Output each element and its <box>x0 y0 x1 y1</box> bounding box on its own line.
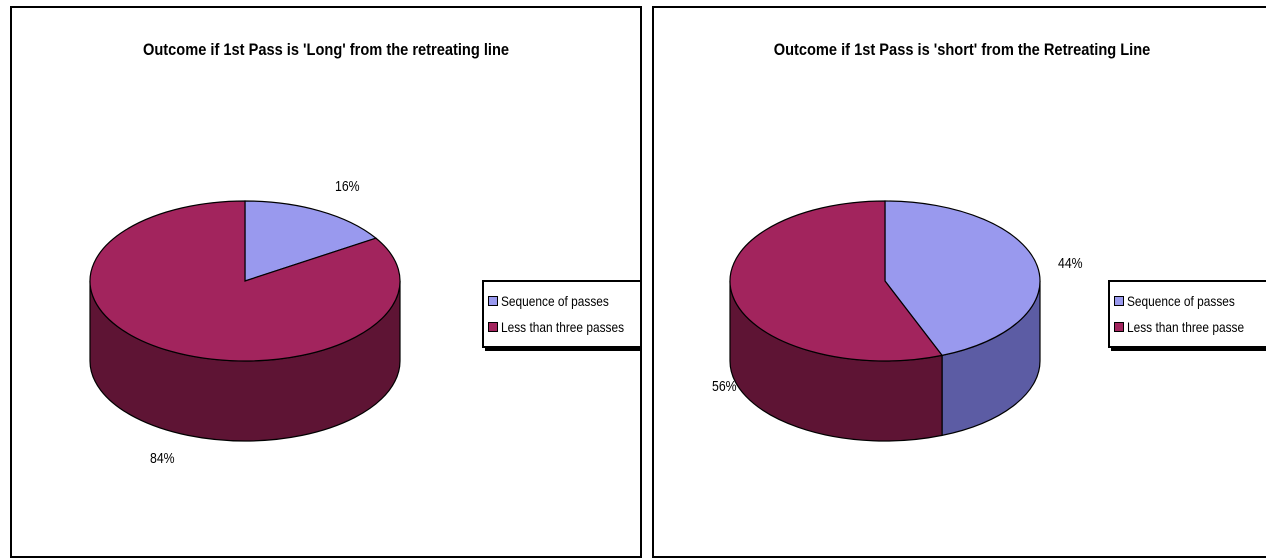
pie-slice-sequence-of-passes <box>244 200 378 282</box>
legend-label: Sequence of passes <box>501 293 609 309</box>
legend-item-less-than-three-passes: Less than three passes <box>488 314 640 340</box>
pie-data-label: 56% <box>712 378 737 394</box>
chart-title: Outcome if 1st Pass is 'Long' from the r… <box>142 40 510 59</box>
chart-title: Outcome if 1st Pass is 'short' from the … <box>773 40 1151 59</box>
pie-slice-less-than-three-passes <box>729 200 944 362</box>
chart-panel-short: Outcome if 1st Pass is 'short' from the … <box>652 6 1266 558</box>
legend-label: Sequence of passes <box>1127 293 1235 309</box>
legend-swatch <box>488 296 498 306</box>
chart-legend: Sequence of passes Less than three passe… <box>482 280 640 348</box>
chart-panel-long: Outcome if 1st Pass is 'Long' from the r… <box>10 6 642 558</box>
legend-swatch <box>1114 296 1124 306</box>
legend-item-sequence-of-passes: Sequence of passes <box>1114 288 1265 314</box>
legend-label: Less than three passes <box>501 319 625 335</box>
chart-legend: Sequence of passes Less than three passe <box>1108 280 1266 348</box>
pie-data-label: 44% <box>1058 255 1083 271</box>
pie-slice-less-than-three-passes <box>89 200 401 362</box>
legend-swatch <box>1114 322 1124 332</box>
pie-chart-short: 44% 56% <box>712 200 1083 442</box>
legend-item-sequence-of-passes: Sequence of passes <box>488 288 640 314</box>
pie-chart-long: 16% 84% <box>89 178 401 466</box>
legend-swatch <box>488 322 498 332</box>
pie-data-label: 84% <box>150 450 175 466</box>
legend-label: Less than three passe <box>1127 319 1245 335</box>
legend-item-less-than-three-passes: Less than three passe <box>1114 314 1265 340</box>
pie-data-label: 16% <box>335 178 360 194</box>
pie-slice-sequence-of-passes <box>884 200 1041 357</box>
